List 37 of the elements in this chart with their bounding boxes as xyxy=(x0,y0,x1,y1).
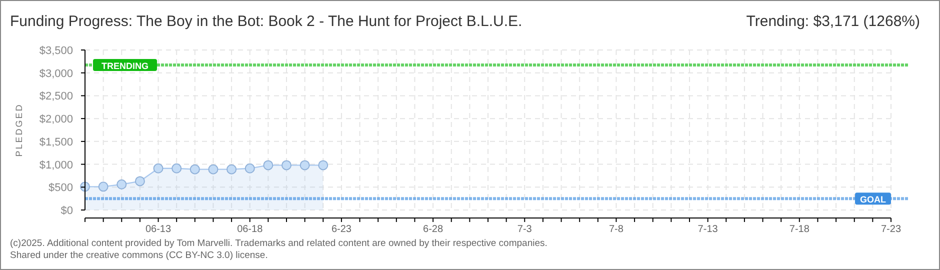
point xyxy=(172,163,182,174)
y-tick-label: $0 xyxy=(60,205,73,217)
point xyxy=(116,179,127,190)
point xyxy=(153,163,164,174)
point xyxy=(318,160,328,170)
y-axis-title: PLEDGED xyxy=(14,103,24,157)
point xyxy=(282,160,292,170)
y-tick-label: $500 xyxy=(48,182,73,194)
ref-line-label: TRENDING xyxy=(102,61,148,72)
x-tick-label: 7-18 xyxy=(789,224,810,235)
chart-subtitle: Trending: $3,171 (1268%) xyxy=(746,13,920,30)
point xyxy=(226,164,237,174)
y-tick-label: $3,500 xyxy=(39,45,73,57)
point xyxy=(300,160,310,170)
y-tick-label: $2,000 xyxy=(39,114,73,126)
text: (c)2025. Additional content provided by Tom Marvelli. Trademarks and related content are owned by their respective companies. xyxy=(10,238,548,249)
point xyxy=(98,182,108,192)
point xyxy=(134,176,145,186)
point xyxy=(208,164,218,174)
x-tick-label: 7-3 xyxy=(517,224,532,235)
x-tick-label: 6-28 xyxy=(423,224,444,235)
chart-title: Funding Progress: The Boy in the Bot: Book 2 - The Hunt for Project B.L.U.E. xyxy=(10,13,522,30)
y-tick-label: $2,500 xyxy=(39,90,73,103)
text: Shared under the creative commons (CC BY-NC 3.0) license. xyxy=(10,250,268,261)
x-tick-label: 6-23 xyxy=(331,224,352,235)
point xyxy=(263,160,274,170)
ref-line-label: GOAL xyxy=(860,194,886,205)
point xyxy=(244,163,255,174)
x-tick-label: 7-8 xyxy=(609,224,624,235)
x-tick-label: 06-13 xyxy=(145,224,172,235)
y-tick-label: $3,000 xyxy=(39,68,73,80)
y-tick-label: $1,500 xyxy=(39,136,73,148)
y-tick-label: $1,000 xyxy=(39,159,73,172)
x-tick-label: 06-18 xyxy=(237,224,264,235)
point xyxy=(190,164,200,174)
x-tick-label: 7-23 xyxy=(880,224,902,235)
x-tick-label: 7-13 xyxy=(698,224,718,235)
